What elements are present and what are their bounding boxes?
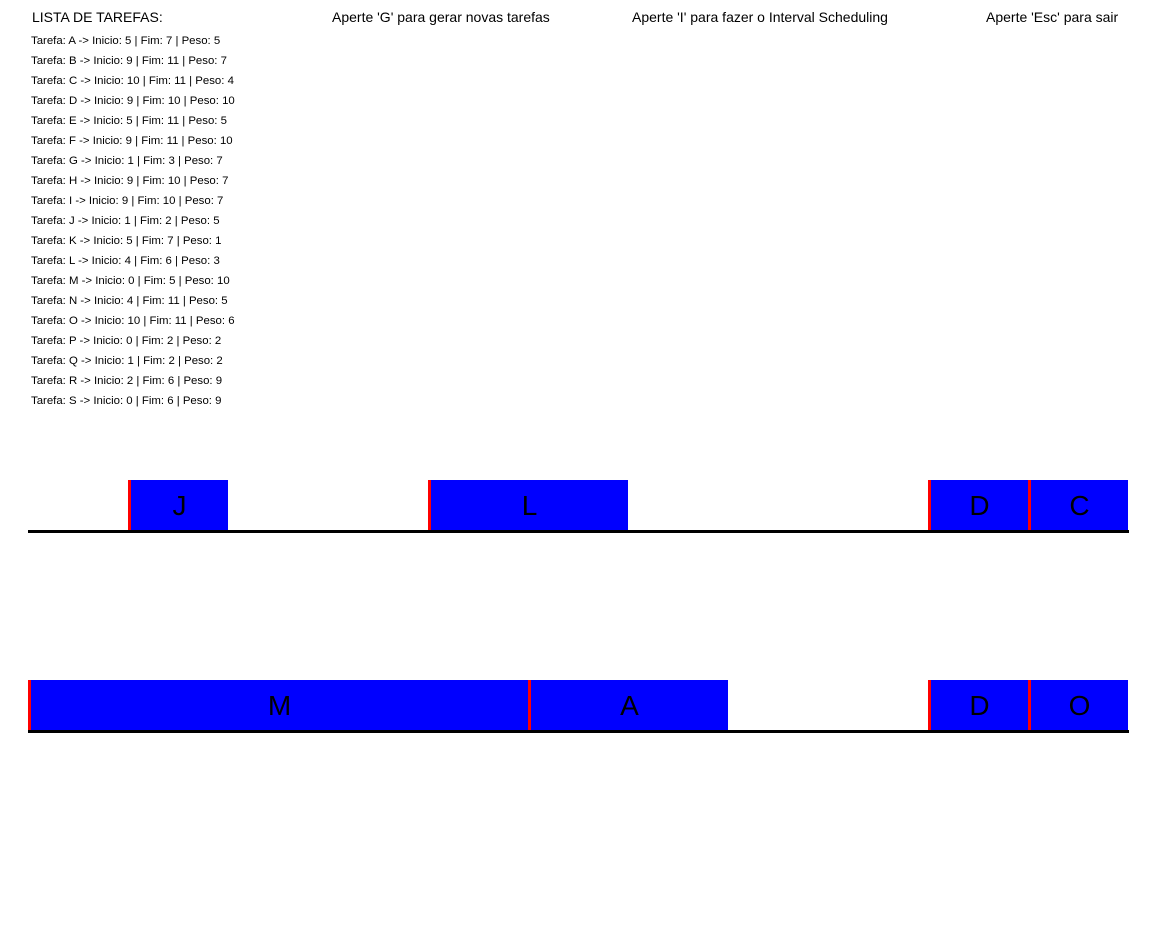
task-list-item: Tarefa: N -> Inicio: 4 | Fim: 11 | Peso:… (31, 295, 228, 307)
task-list-item: Tarefa: S -> Inicio: 0 | Fim: 6 | Peso: … (31, 395, 222, 407)
hint-generate-tasks: Aperte 'G' para gerar novas tarefas (332, 9, 550, 25)
task-block-j: J (128, 480, 228, 530)
hint-exit: Aperte 'Esc' para sair (986, 9, 1119, 25)
task-list-item: Tarefa: E -> Inicio: 5 | Fim: 11 | Peso:… (31, 115, 227, 127)
task-block-m: M (28, 680, 528, 730)
task-list-item: Tarefa: G -> Inicio: 1 | Fim: 3 | Peso: … (31, 155, 223, 167)
header-list-title: LISTA DE TAREFAS: (32, 9, 163, 25)
task-list-item: Tarefa: H -> Inicio: 9 | Fim: 10 | Peso:… (31, 175, 229, 187)
task-list-item: Tarefa: C -> Inicio: 10 | Fim: 11 | Peso… (31, 75, 234, 87)
task-list-item: Tarefa: Q -> Inicio: 1 | Fim: 2 | Peso: … (31, 355, 223, 367)
task-block-a: A (528, 680, 728, 730)
hint-interval-scheduling: Aperte 'I' para fazer o Interval Schedul… (632, 9, 888, 25)
task-list-item: Tarefa: L -> Inicio: 4 | Fim: 6 | Peso: … (31, 255, 220, 267)
timeline-baseline (28, 530, 1129, 533)
task-block-c: C (1028, 480, 1128, 530)
task-list-item: Tarefa: I -> Inicio: 9 | Fim: 10 | Peso:… (31, 195, 224, 207)
task-list-item: Tarefa: O -> Inicio: 10 | Fim: 11 | Peso… (31, 315, 235, 327)
task-block-d: D (928, 480, 1028, 530)
task-list-item: Tarefa: P -> Inicio: 0 | Fim: 2 | Peso: … (31, 335, 222, 347)
task-list-item: Tarefa: B -> Inicio: 9 | Fim: 11 | Peso:… (31, 55, 227, 67)
task-block-o: O (1028, 680, 1128, 730)
task-list-item: Tarefa: M -> Inicio: 0 | Fim: 5 | Peso: … (31, 275, 230, 287)
timeline-baseline (28, 730, 1129, 733)
task-list: Tarefa: A -> Inicio: 5 | Fim: 7 | Peso: … (31, 34, 235, 414)
task-block-d: D (928, 680, 1028, 730)
task-block-l: L (428, 480, 628, 530)
task-list-item: Tarefa: K -> Inicio: 5 | Fim: 7 | Peso: … (31, 235, 222, 247)
task-list-item: Tarefa: F -> Inicio: 9 | Fim: 11 | Peso:… (31, 135, 233, 147)
task-list-item: Tarefa: R -> Inicio: 2 | Fim: 6 | Peso: … (31, 375, 223, 387)
task-list-item: Tarefa: D -> Inicio: 9 | Fim: 10 | Peso:… (31, 95, 235, 107)
task-list-item: Tarefa: A -> Inicio: 5 | Fim: 7 | Peso: … (31, 35, 221, 47)
task-list-item: Tarefa: J -> Inicio: 1 | Fim: 2 | Peso: … (31, 215, 220, 227)
